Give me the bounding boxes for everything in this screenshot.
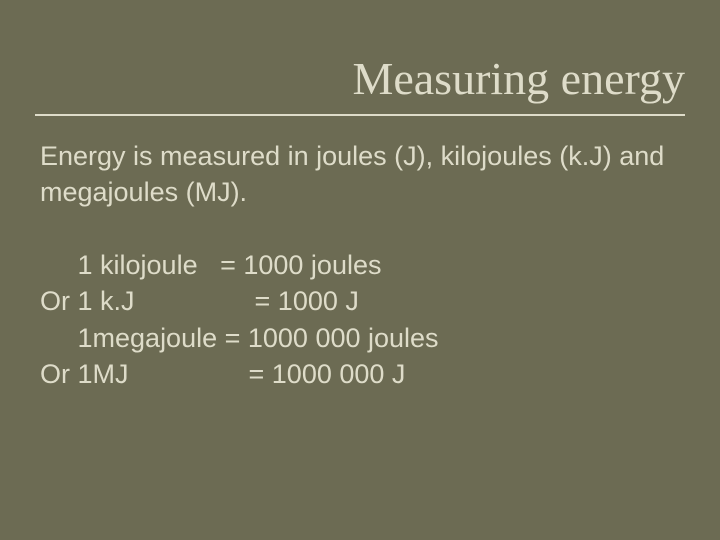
slide-title: Measuring energy (352, 52, 685, 105)
conversion-line-1: 1 kilojoule = 1000 joules (40, 247, 680, 283)
conversion-line-2: Or 1 k.J = 1000 J (40, 283, 680, 319)
slide-body: Energy is measured in joules (J), kilojo… (40, 138, 680, 393)
title-divider (35, 114, 685, 116)
conversion-line-4: Or 1MJ = 1000 000 J (40, 356, 680, 392)
spacer (40, 211, 680, 247)
conversion-line-3: 1megajoule = 1000 000 joules (40, 320, 680, 356)
slide: Measuring energy Energy is measured in j… (0, 0, 720, 540)
intro-text: Energy is measured in joules (J), kilojo… (40, 138, 680, 211)
